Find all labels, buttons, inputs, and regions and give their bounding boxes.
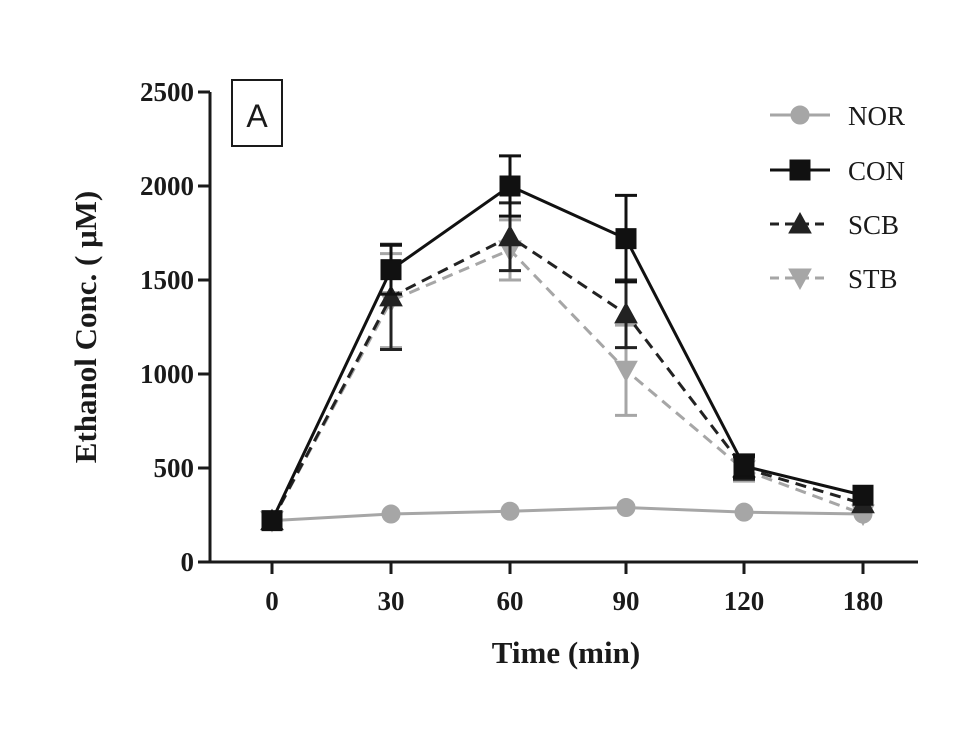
data-point-con: [261, 510, 283, 532]
x-tick-label: 60: [497, 586, 524, 616]
panel-label-box: [231, 79, 283, 147]
x-tick-label: 30: [378, 586, 405, 616]
y-axis-title: Ethanol Conc. ( μM): [68, 191, 103, 463]
y-ticks: 0 500 1000 1500 2000 2500: [140, 77, 210, 577]
y-tick-label: 1500: [140, 265, 194, 295]
legend-marker-nor: [790, 105, 810, 125]
legend-item-scb: SCB: [770, 210, 899, 240]
x-tick-label: 90: [613, 586, 640, 616]
data-point-con: [733, 455, 755, 477]
series-line-nor: [271, 505, 864, 523]
legend-item-con: CON: [770, 156, 905, 186]
legend-label-nor: NOR: [848, 101, 905, 131]
data-point-con: [499, 175, 521, 197]
data-point-con: [615, 228, 637, 250]
data-point-scb: [614, 301, 638, 324]
x-tick-label: 0: [265, 586, 279, 616]
x-tick-label: 180: [843, 586, 884, 616]
data-point-nor: [616, 497, 636, 517]
axes: [208, 92, 918, 564]
series-line-con: [270, 184, 864, 522]
data-point-con: [852, 484, 874, 506]
panel-label: A: [231, 79, 283, 147]
data-point-nor: [381, 504, 401, 524]
data-point-con: [380, 259, 402, 281]
data-point-nor: [500, 501, 520, 521]
x-tick-label: 120: [724, 586, 765, 616]
y-tick-label: 0: [181, 547, 195, 577]
data-point-nor: [734, 502, 754, 522]
series-layer: [260, 154, 875, 533]
series-con: [261, 154, 874, 532]
legend-marker-stb: [788, 268, 812, 291]
y-tick-label: 500: [154, 453, 195, 483]
legend-label-scb: SCB: [848, 210, 899, 240]
legend-item-stb: STB: [770, 264, 898, 294]
series-line-scb: [270, 235, 864, 522]
y-tick-label: 1000: [140, 359, 194, 389]
x-ticks: 0 30 60 90 120 180: [265, 562, 883, 616]
data-point-stb: [614, 360, 638, 383]
panel-label-text: A: [246, 98, 268, 134]
data-point-scb: [379, 284, 403, 307]
legend: NOR CON SCB STB: [770, 101, 905, 294]
legend-marker-scb: [788, 211, 812, 234]
legend-item-nor: NOR: [770, 101, 905, 131]
legend-label-stb: STB: [848, 264, 898, 294]
legend-marker-con: [789, 159, 811, 181]
y-tick-label: 2500: [140, 77, 194, 107]
legend-label-con: CON: [848, 156, 905, 186]
y-tick-label: 2000: [140, 171, 194, 201]
x-axis-title: Time (min): [492, 635, 640, 670]
data-point-scb: [498, 224, 522, 247]
